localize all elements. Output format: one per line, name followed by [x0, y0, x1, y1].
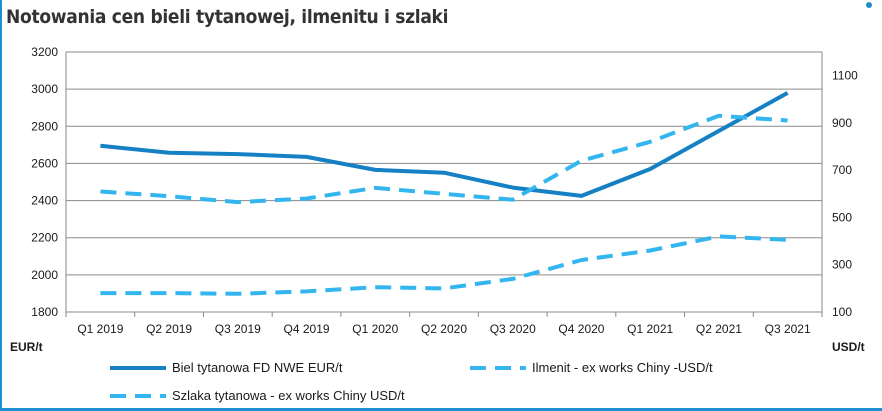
y-tick-label-left: 3200	[31, 45, 58, 59]
series-line-0	[100, 91, 789, 198]
series-lines	[100, 91, 789, 296]
x-tick-label: Q3 2019	[215, 322, 261, 336]
x-axis-ticks: Q1 2019 Q2 2019 Q3 2019 Q4 2019 Q1 2020 Q2 20…	[77, 322, 811, 336]
y-tick-label-left: 1800	[31, 305, 58, 319]
x-tick-label: Q1 2019	[77, 322, 123, 336]
y-tick-label-right: 700	[832, 163, 852, 177]
series-line-2	[100, 113, 788, 205]
legend-label-0: Biel tytanowa FD NWE EUR/t	[172, 360, 343, 375]
y-tick-label-left: 2200	[31, 231, 58, 245]
legend-label-2: Szlaka tytanowa - ex works Chiny USD/t	[172, 388, 405, 403]
y-tick-label-right: 1100	[832, 69, 858, 83]
y-tick-label-right: 900	[832, 116, 852, 130]
y-tick-label-right: 300	[832, 258, 852, 272]
y-tick-label-left: 2600	[31, 156, 58, 170]
legend: Biel tytanowa FD NWE EUR/t Ilmenit - ex w…	[110, 360, 713, 403]
grid-lines	[65, 51, 823, 317]
y-tick-label-right: 100	[832, 305, 852, 319]
x-tick-label: Q2 2020	[421, 322, 467, 336]
y-axis-right-ticks: 100 300 500 700 900 1100	[832, 69, 858, 319]
y-tick-label-left: 3000	[31, 82, 58, 96]
series-line-1	[100, 234, 788, 296]
y-tick-label-left: 2000	[31, 268, 58, 282]
x-tick-label: Q4 2020	[558, 322, 604, 336]
x-tick-label: Q1 2020	[352, 322, 398, 336]
chart-title: Notowania cen bieli tytanowej, ilmenitu …	[6, 6, 449, 28]
legend-label-1: Ilmenit - ex works Chiny -USD/t	[532, 360, 713, 375]
x-tick-label: Q3 2021	[765, 322, 811, 336]
x-tick-label: Q2 2019	[146, 322, 192, 336]
y-tick-label-left: 2800	[31, 119, 58, 133]
x-tick-label: Q3 2020	[490, 322, 536, 336]
y-axis-left-label: EUR/t	[10, 340, 43, 354]
y-tick-label-left: 2400	[31, 194, 58, 208]
x-tick-label: Q2 2021	[696, 322, 742, 336]
x-tick-label: Q1 2021	[627, 322, 673, 336]
x-tick-label: Q4 2019	[284, 322, 330, 336]
corner-dot	[866, 2, 872, 8]
y-axis-right-label: USD/t	[832, 340, 865, 354]
y-axis-left-ticks: 1800 2000 2200 2400 2600 2800 3000 3200	[31, 45, 58, 319]
y-tick-label-right: 500	[832, 210, 852, 224]
